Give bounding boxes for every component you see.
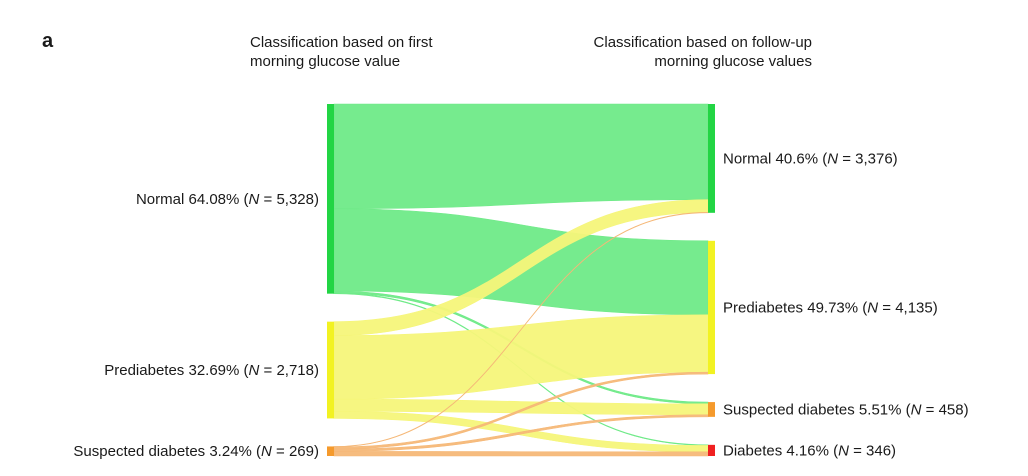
sankey-links [333, 103, 709, 457]
left-column-header: Classification based on first morning gl… [250, 33, 433, 71]
left-node-prediabetes [327, 321, 334, 419]
right-node-suspected [708, 402, 715, 417]
right-header-line-2: morning glucose values [654, 53, 812, 70]
panel-label: a [42, 30, 54, 52]
link-suspected-to-normal [333, 212, 709, 448]
right-label-prediabetes: Prediabetes 49.73% (N = 4,135) [723, 299, 938, 316]
link-normal-to-normal [333, 103, 709, 210]
left-label-prediabetes: Prediabetes 32.69% (N = 2,718) [104, 362, 319, 379]
right-label-diabetes: Diabetes 4.16% (N = 346) [723, 442, 896, 459]
left-label-normal: Normal 64.08% (N = 5,328) [136, 191, 319, 208]
right-label-normal: Normal 40.6% (N = 3,376) [723, 150, 898, 167]
sankey-labels: Normal 64.08% (N = 5,328) Prediabetes 32.… [73, 150, 968, 460]
right-header-line-1: Classification based on follow-up [593, 34, 812, 51]
right-node-prediabetes [708, 240, 715, 375]
left-node-suspected [327, 446, 334, 456]
left-header-line-2: morning glucose value [250, 53, 401, 70]
left-header-line-1: Classification based on first [250, 34, 433, 51]
link-suspected-to-diabetes [333, 451, 709, 457]
left-label-suspected: Suspected diabetes 3.24% (N = 269) [73, 443, 319, 460]
right-label-suspected: Suspected diabetes 5.51% (N = 458) [723, 401, 969, 418]
right-node-normal [708, 104, 715, 213]
left-node-normal [327, 104, 334, 294]
right-node-diabetes [708, 444, 715, 456]
right-column-header: Classification based on follow-up mornin… [594, 33, 812, 71]
sankey-nodes [327, 104, 715, 456]
